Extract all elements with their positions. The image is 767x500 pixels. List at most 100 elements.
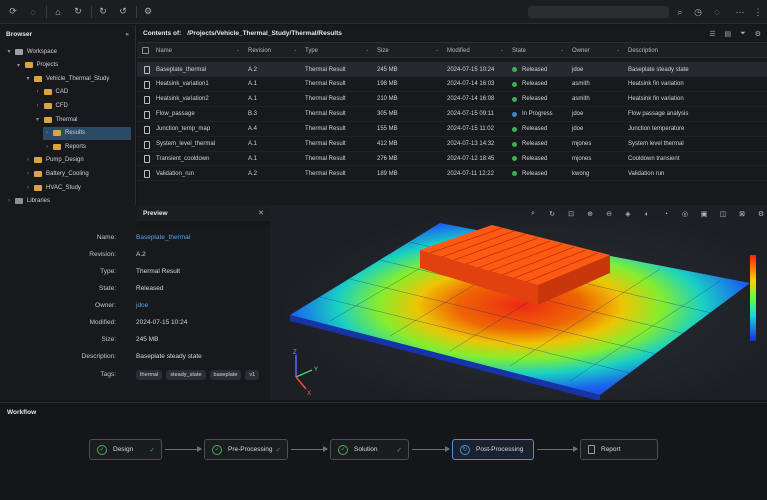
viewport-settings-icon[interactable]: ⚙ — [757, 211, 765, 218]
column-header-name[interactable]: Name — [156, 43, 172, 58]
rotate-icon[interactable]: ↻ — [549, 211, 555, 218]
tree-item-projects[interactable]: ▾ Projects — [15, 59, 58, 72]
workflow-step-solution[interactable]: ✓ Solution ✓ — [330, 439, 409, 460]
chevron-down-icon[interactable]: ▾ — [26, 76, 30, 83]
chevron-right-icon[interactable]: › — [27, 170, 29, 177]
sort-chevron-icon[interactable]: ⌄ — [435, 47, 440, 53]
refresh-icon[interactable]: ⟳ — [9, 6, 17, 16]
table-row[interactable] — [137, 77, 767, 92]
3d-viewport[interactable]: Z Y X — [270, 205, 767, 400]
reload-icon[interactable]: ↻ — [74, 6, 82, 16]
workflow-step-design[interactable]: ✓ Design ✓ — [89, 439, 162, 460]
cell-text: Cooldown transient — [628, 155, 680, 162]
chevron-right-icon[interactable]: › — [36, 89, 39, 96]
column-header-description[interactable]: Description — [628, 43, 658, 58]
sort-chevron-icon[interactable]: ⌄ — [293, 47, 298, 53]
cell-text: 189 MB — [377, 170, 398, 177]
cell-text: Released — [522, 81, 548, 88]
column-header-owner[interactable]: Owner — [572, 43, 590, 58]
column-header-modified[interactable]: Modified — [447, 43, 470, 58]
details-view-icon[interactable]: ▤ — [724, 30, 732, 38]
tree-item-thermal[interactable]: ▾ Thermal — [34, 113, 78, 126]
sort-chevron-icon[interactable]: ⌄ — [616, 47, 621, 53]
sync-icon[interactable]: ◌ — [30, 6, 36, 17]
more-vertical-icon[interactable]: ⋮ — [753, 6, 763, 17]
tree-item-libraries[interactable]: › Libraries — [5, 195, 50, 208]
home-icon[interactable]: ⌂ — [55, 6, 61, 17]
workflow-step-post-processing[interactable]: ↻ Post-Processing — [452, 439, 534, 460]
settings-icon[interactable]: ⚙ — [143, 6, 153, 16]
tree-item-pump-design[interactable]: › Pump_Design — [24, 154, 84, 167]
close-icon[interactable]: ✕ — [258, 210, 264, 217]
property-value[interactable]: jdoe — [136, 302, 149, 309]
tag-chip[interactable]: thermal — [136, 370, 163, 380]
property-value[interactable]: Baseplate_thermal — [136, 234, 191, 241]
chevron-down-icon[interactable]: ▾ — [7, 49, 11, 55]
more-icon[interactable]: ⋯ — [735, 6, 745, 17]
tree-item-hvac-study[interactable]: › HVAC_Study — [24, 181, 81, 194]
tree-item-workspace[interactable]: ▾ Workspace — [5, 45, 57, 58]
column-header-state[interactable]: State — [512, 43, 526, 58]
zoom-in-icon[interactable]: ⊕ — [587, 211, 593, 218]
select-all-checkbox[interactable] — [142, 47, 149, 54]
folder-icon — [53, 143, 61, 150]
column-header-type[interactable]: Type — [305, 43, 318, 58]
cell-text: asmith — [572, 96, 590, 103]
chevron-right-icon[interactable]: › — [46, 130, 48, 137]
tree-item-cad[interactable]: › CAD — [34, 86, 68, 99]
list-view-icon[interactable]: ☰ — [709, 30, 716, 38]
history-icon[interactable]: ◷ — [694, 6, 702, 17]
chevron-right-icon[interactable]: › — [27, 184, 29, 191]
measure-icon[interactable]: ◔ — [663, 210, 669, 218]
chevron-down-icon[interactable]: ▾ — [35, 117, 39, 123]
tree-item-cfd[interactable]: › CFD — [34, 99, 68, 112]
sort-chevron-icon[interactable]: ⌄ — [500, 47, 505, 53]
filter-icon[interactable]: ⏷ — [740, 29, 746, 37]
column-header-size[interactable]: Size — [377, 43, 389, 58]
collapse-icon[interactable]: « — [125, 30, 129, 38]
table-row[interactable] — [137, 166, 767, 182]
tag-chip[interactable]: baseplate — [209, 370, 242, 380]
fit-all-icon[interactable]: ⊠ — [739, 211, 745, 218]
undo-icon[interactable]: ↺ — [119, 6, 127, 16]
sort-chevron-icon[interactable]: ⌄ — [365, 47, 370, 53]
tree-item-results[interactable]: › Results — [43, 126, 131, 140]
workflow-step-report[interactable]: Report — [580, 439, 658, 460]
redo-icon[interactable]: ↻ — [99, 6, 107, 16]
refresh-icon[interactable]: ◌ — [714, 7, 720, 17]
tree-item-battery-cooling[interactable]: › Battery_Cooling — [24, 167, 89, 180]
cell-text: Validation run — [628, 170, 665, 177]
tree-item-vehicle-thermal-study[interactable]: ▾ Vehicle_Thermal_Study — [24, 72, 109, 85]
table-row[interactable] — [137, 92, 767, 107]
screenshot-icon[interactable]: ▣ — [700, 211, 708, 218]
chevron-right-icon[interactable]: › — [36, 102, 39, 109]
zoom-box-icon[interactable]: ⊡ — [568, 211, 574, 218]
workflow-step-pre-processing[interactable]: ✓ Pre-Processing ✓ — [204, 439, 288, 460]
section-icon[interactable]: ◐ — [644, 210, 650, 218]
search-input[interactable] — [528, 6, 669, 18]
sort-chevron-icon[interactable]: ⌄ — [560, 47, 565, 53]
zoom-fit-icon[interactable]: ⌕ — [531, 210, 535, 217]
probe-icon[interactable]: ◎ — [681, 211, 689, 218]
table-row[interactable] — [137, 62, 767, 77]
table-row[interactable] — [137, 151, 767, 167]
view-cube-icon[interactable]: ◈ — [625, 211, 631, 218]
display-icon[interactable]: ◫ — [719, 211, 727, 218]
chevron-down-icon[interactable]: ▾ — [16, 62, 20, 69]
chevron-right-icon[interactable]: › — [46, 143, 48, 150]
search-icon[interactable]: ⌕ — [677, 6, 683, 17]
chevron-right-icon[interactable]: › — [27, 157, 29, 164]
tag-chip[interactable]: steady_state — [166, 370, 206, 380]
table-row[interactable] — [137, 122, 767, 137]
cell-text: A.1 — [248, 81, 258, 88]
tree-item-reports[interactable]: › Reports — [43, 140, 86, 153]
table-row[interactable] — [137, 137, 767, 152]
sort-chevron-icon[interactable]: ⌄ — [236, 47, 241, 53]
tag-chip[interactable]: v1 — [245, 370, 260, 380]
table-row[interactable] — [137, 107, 767, 122]
settings-icon[interactable]: ⚙ — [754, 30, 761, 38]
column-header-revision[interactable]: Revision — [248, 43, 271, 58]
zoom-out-icon[interactable]: ⊖ — [606, 211, 612, 218]
chevron-right-icon[interactable]: › — [8, 198, 10, 205]
file-icon — [144, 155, 150, 164]
